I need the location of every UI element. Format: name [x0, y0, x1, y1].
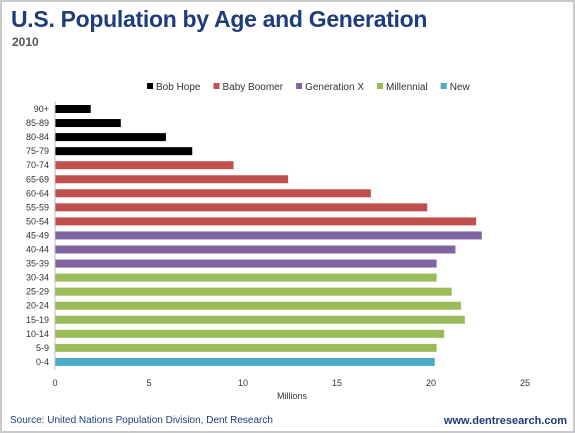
x-tick-label: 25: [520, 378, 530, 388]
category-label-25-29: 25-29: [26, 287, 49, 297]
bar-15-19: [55, 315, 465, 324]
x-axis: 0 5 10 15 20 25 Millions: [52, 378, 530, 401]
bar-65-69: [55, 175, 289, 184]
bar-75-79: [55, 147, 193, 156]
legend-label: Baby Boomer: [222, 82, 283, 93]
chart-subtitle: 2010: [12, 35, 39, 49]
bar-50-54: [55, 217, 477, 226]
legend-item: Bob Hope: [147, 82, 201, 93]
category-label-85-89: 85-89: [26, 118, 49, 128]
legend-item: Baby Boomer: [213, 82, 284, 93]
category-label-90plus: 90+: [34, 104, 49, 114]
legend-swatch: [213, 83, 220, 89]
category-label-55-59: 55-59: [26, 202, 49, 212]
category-label-35-39: 35-39: [26, 259, 49, 269]
bar-0-4: [55, 357, 435, 366]
bar-90plus: [55, 105, 91, 113]
x-tick-label: 5: [146, 378, 151, 388]
category-label-30-34: 30-34: [26, 273, 49, 283]
bar-85-89: [55, 119, 121, 128]
bar-5-9: [55, 343, 437, 352]
legend-swatch: [377, 83, 384, 89]
category-label-5-9: 5-9: [36, 343, 49, 353]
legend-label: Bob Hope: [156, 82, 201, 93]
category-label-70-74: 70-74: [26, 160, 49, 170]
legend-swatch: [296, 83, 303, 89]
legend-swatch: [440, 83, 447, 89]
x-tick-label: 15: [332, 378, 342, 388]
category-label-50-54: 50-54: [26, 216, 49, 226]
bar-35-39: [55, 259, 437, 268]
bar-80-84: [55, 133, 166, 142]
population-bar-chart: Bob Hope Baby Boomer Generation X Millennia…: [26, 82, 530, 401]
bar-45-49: [55, 231, 482, 240]
category-label-65-69: 65-69: [26, 174, 49, 184]
legend-label: Millennial: [386, 82, 428, 93]
category-label-60-64: 60-64: [26, 188, 49, 198]
legend-swatch: [147, 83, 153, 89]
legend-item: Generation X: [296, 82, 364, 93]
category-label-20-24: 20-24: [26, 301, 49, 311]
source-note: Source: United Nations Population Divisi…: [10, 415, 273, 426]
category-label-15-19: 15-19: [26, 315, 49, 325]
bar-55-59: [55, 203, 428, 212]
bar-30-34: [55, 273, 437, 282]
legend-label: Generation X: [305, 82, 364, 93]
legend-item: New: [440, 82, 471, 93]
legend-label: New: [450, 82, 471, 93]
legend-item: Millennial: [377, 82, 428, 93]
bar-70-74: [55, 161, 234, 170]
bars-group: [55, 105, 482, 366]
category-label-10-14: 10-14: [26, 329, 49, 339]
category-label-80-84: 80-84: [26, 132, 49, 142]
bar-20-24: [55, 301, 462, 310]
legend: Bob Hope Baby Boomer Generation X Millennia…: [147, 82, 470, 93]
category-label-0-4: 0-4: [36, 357, 49, 367]
category-label-40-44: 40-44: [26, 245, 49, 255]
bar-40-44: [55, 245, 456, 254]
website-link[interactable]: www.dentresearch.com: [443, 415, 567, 427]
chart-title: U.S. Population by Age and Generation: [11, 6, 428, 32]
category-label-45-49: 45-49: [26, 230, 49, 240]
bar-10-14: [55, 329, 445, 338]
x-tick-label: 10: [238, 378, 248, 388]
x-tick-label: 20: [426, 378, 436, 388]
bar-60-64: [55, 189, 371, 198]
x-axis-title: Millions: [277, 391, 308, 401]
category-label-75-79: 75-79: [26, 146, 49, 156]
y-axis-labels: 90+ 85-89 80-84 75-79 70-74 65-69 60-64 55-59 50…: [26, 101, 56, 370]
x-tick-label: 0: [52, 378, 57, 388]
bar-25-29: [55, 287, 452, 296]
